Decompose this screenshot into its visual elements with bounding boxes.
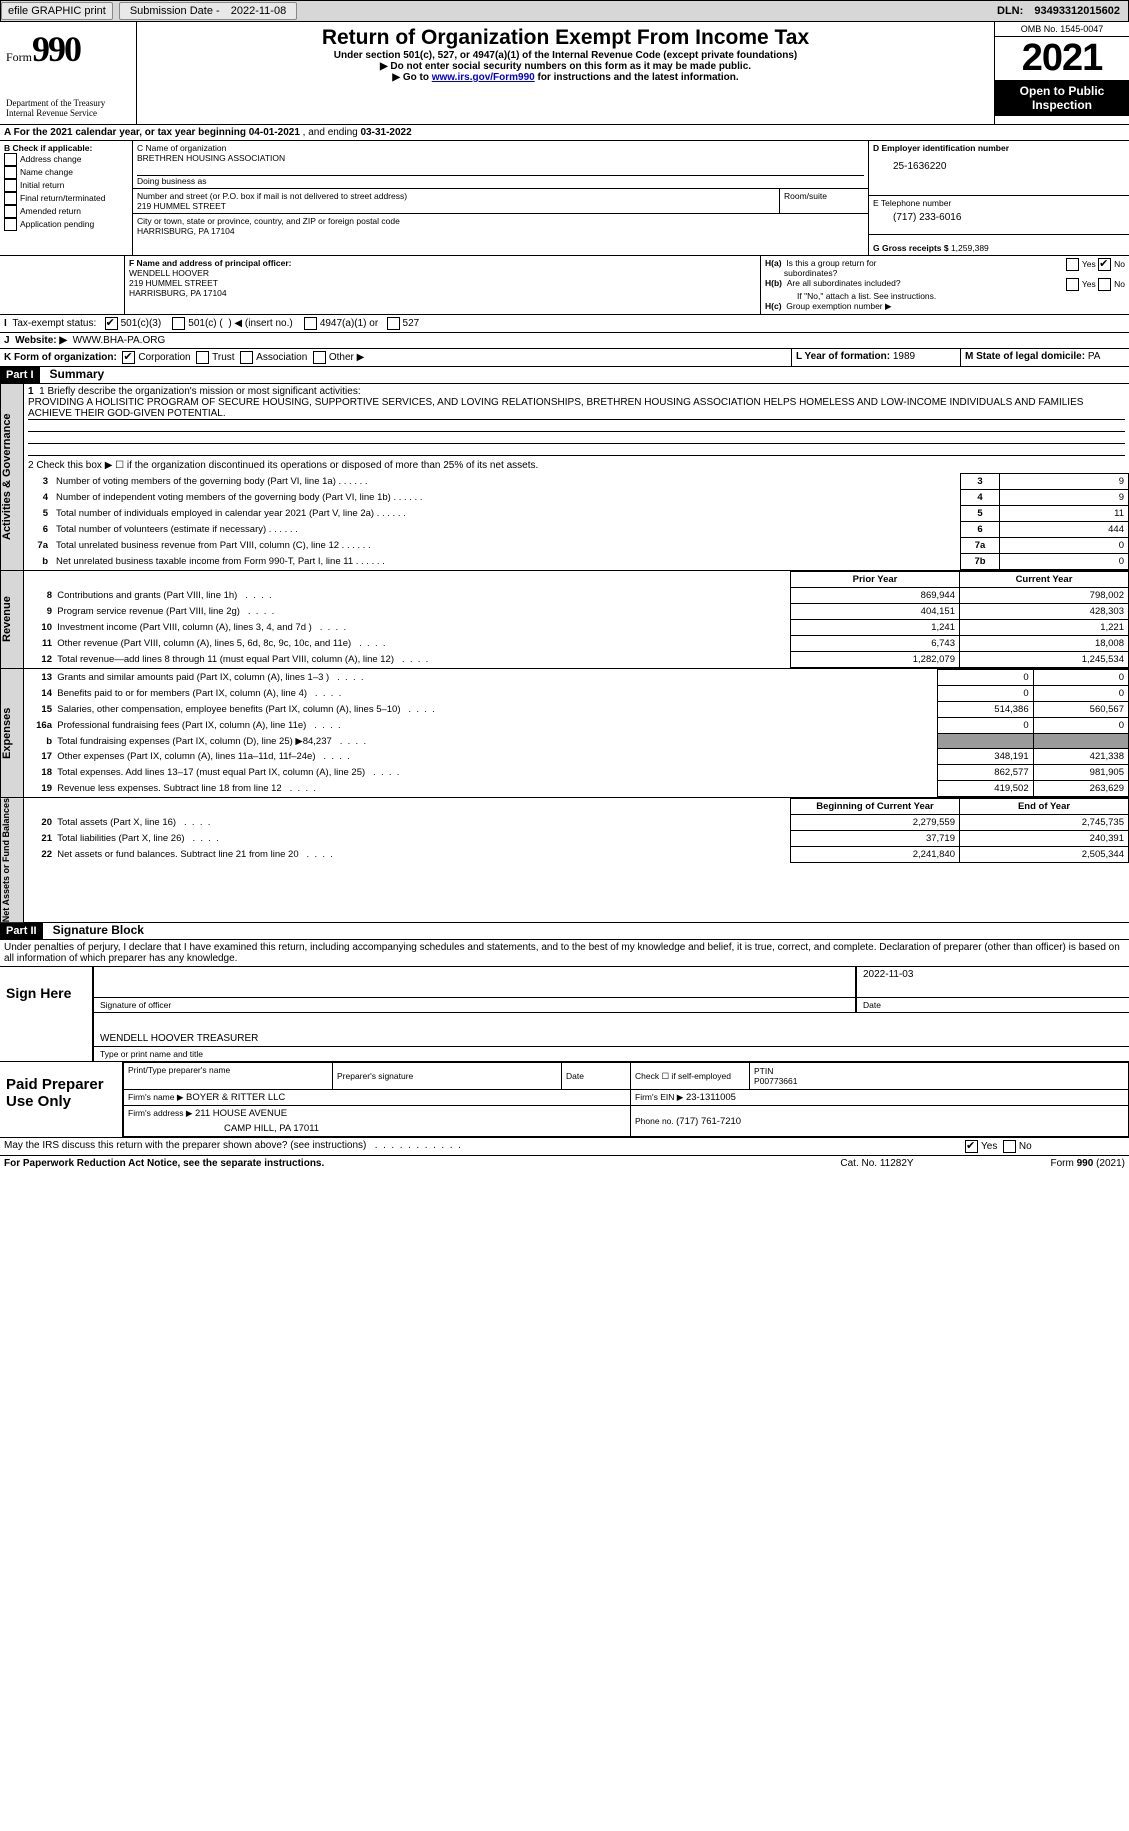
sign-here-label: Sign Here [0,967,92,1061]
website: WWW.BHA-PA.ORG [73,335,166,346]
phone: (717) 233-6016 [873,208,1125,223]
irs-discuss: May the IRS discuss this return with the… [0,1138,961,1155]
expenses-table: 13 Grants and similar amounts paid (Part… [24,669,1129,797]
label-activities-governance: Activities & Governance [0,384,24,570]
dept-treasury: Department of the Treasury [6,98,130,108]
header-mid: Return of Organization Exempt From Incom… [137,22,994,124]
label-revenue: Revenue [0,571,24,668]
gross-receipts: 1,259,389 [951,243,989,253]
line-2: 2 Check this box ▶ ☐ if the organization… [24,458,1129,473]
summary-lines-table: 3Number of voting members of the governi… [24,473,1129,570]
part1-bar: Part I [0,367,40,383]
section-M: M State of legal domicile: PA [961,349,1129,366]
dln: DLN: 93493312015602 [989,5,1128,17]
header-right: OMB No. 1545-0047 2021 Open to Public In… [994,22,1129,124]
ein: 25-1636220 [873,153,1125,172]
firm-phone: (717) 761-7210 [676,1116,741,1127]
revenue-table: Prior YearCurrent Year8 Contributions an… [24,571,1129,668]
firm-name: BOYER & RITTER LLC [186,1092,285,1103]
submission-date-btn[interactable]: Submission Date - 2022-11-08 [119,2,297,20]
netassets-table: Beginning of Current YearEnd of Year20 T… [24,798,1129,863]
section-K: K Form of organization: Corporation Trus… [0,349,792,366]
form-header: Form990 Department of the Treasury Inter… [0,22,1129,125]
label-net-assets: Net Assets or Fund Balances [0,798,24,922]
mission-text: PROVIDING A HOLISITIC PROGRAM OF SECURE … [28,397,1125,420]
section-F: F Name and address of principal officer:… [125,256,761,314]
section-J: J Website: ▶ WWW.BHA-PA.ORG [0,333,1129,348]
org-street: 219 HUMMEL STREET [137,201,775,211]
tax-year: 2021 [995,37,1129,80]
form-title: Return of Organization Exempt From Incom… [141,26,990,50]
penalty-text: Under penalties of perjury, I declare th… [0,940,1129,967]
label-expenses: Expenses [0,669,24,797]
part2-bar: Part II [0,923,43,939]
org-city: HARRISBURG, PA 17104 [137,226,864,236]
sig-date: 2022-11-03 [863,969,913,980]
header-left: Form990 Department of the Treasury Inter… [0,22,137,124]
section-B: B Check if applicable: Address change Na… [0,141,133,255]
irs-link[interactable]: www.irs.gov/Form990 [432,72,535,83]
officer-name: WENDELL HOOVER TREASURER [92,1031,1129,1047]
org-name: BRETHREN HOUSING ASSOCIATION [137,153,864,163]
section-L: L Year of formation: 1989 [792,349,961,366]
section-H: H(a) Is this a group return for subordin… [761,256,1129,314]
efile-print-btn[interactable]: efile GRAPHIC print [1,2,113,20]
period-row: A For the 2021 calendar year, or tax yea… [0,125,1129,141]
top-bar: efile GRAPHIC print Submission Date - 20… [0,0,1129,22]
firm-ein: 23-1311005 [686,1092,736,1103]
section-I: I Tax-exempt status: 501(c)(3) 501(c) ( … [0,315,1129,332]
paid-preparer-label: Paid Preparer Use Only [0,1062,122,1137]
ptin: P00773661 [754,1076,798,1086]
